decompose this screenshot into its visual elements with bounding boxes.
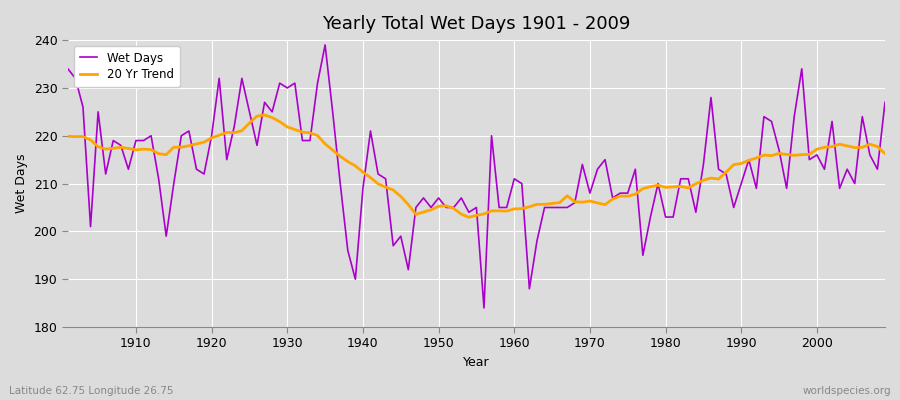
Wet Days	[62, 66, 73, 71]
Wet Days	[524, 286, 535, 291]
Wet Days	[290, 81, 301, 86]
20 Yr Trend	[123, 146, 134, 151]
Wet Days	[615, 191, 626, 196]
Wet Days	[879, 100, 890, 105]
X-axis label: Year: Year	[464, 356, 490, 369]
20 Yr Trend	[342, 159, 353, 164]
20 Yr Trend	[524, 204, 535, 209]
20 Yr Trend	[62, 134, 73, 139]
Legend: Wet Days, 20 Yr Trend: Wet Days, 20 Yr Trend	[74, 46, 180, 87]
20 Yr Trend	[259, 112, 270, 117]
20 Yr Trend	[615, 194, 626, 198]
Line: 20 Yr Trend: 20 Yr Trend	[68, 115, 885, 217]
Wet Days	[479, 306, 490, 310]
Wet Days	[342, 248, 353, 253]
Line: Wet Days: Wet Days	[68, 45, 885, 308]
20 Yr Trend	[297, 130, 308, 134]
Wet Days	[320, 42, 330, 47]
Y-axis label: Wet Days: Wet Days	[15, 154, 28, 213]
Title: Yearly Total Wet Days 1901 - 2009: Yearly Total Wet Days 1901 - 2009	[322, 15, 631, 33]
Wet Days	[123, 167, 134, 172]
20 Yr Trend	[464, 215, 474, 220]
Text: Latitude 62.75 Longitude 26.75: Latitude 62.75 Longitude 26.75	[9, 386, 174, 396]
Text: worldspecies.org: worldspecies.org	[803, 386, 891, 396]
20 Yr Trend	[517, 206, 527, 211]
20 Yr Trend	[879, 151, 890, 156]
Wet Days	[517, 181, 527, 186]
